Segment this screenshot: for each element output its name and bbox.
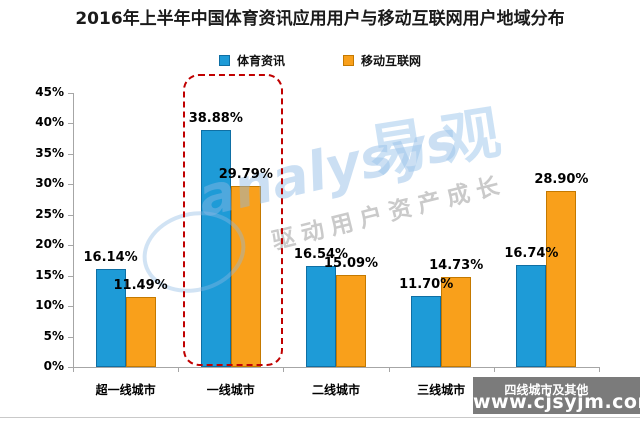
bar-series1-group3 bbox=[441, 277, 472, 367]
x-axis-tick bbox=[493, 367, 495, 372]
bar-series0-group0 bbox=[95, 268, 126, 367]
site-watermark-box bbox=[473, 377, 640, 414]
bar-value-label-series0-group1: 38.88% bbox=[188, 111, 243, 127]
x-axis-line bbox=[73, 367, 599, 368]
x-axis-category-label: 二线城市 bbox=[311, 383, 360, 397]
x-axis-tick bbox=[178, 367, 180, 372]
bar-series0-group2 bbox=[306, 266, 336, 367]
y-axis-line bbox=[73, 93, 74, 367]
y-axis-tick-label: 45% bbox=[35, 85, 64, 99]
site-watermark-url: www.cjsyjm.com bbox=[473, 391, 640, 413]
legend-item-sports-news: 体育资讯 bbox=[218, 52, 285, 69]
bar-series0-group4 bbox=[516, 265, 547, 367]
bar-value-label-series0-group2: 16.54% bbox=[293, 247, 349, 263]
bar-series1-group1 bbox=[230, 185, 261, 367]
chart-title: 2016年上半年中国体育资讯应用用户与移动互联网用户地域分布 bbox=[75, 9, 565, 29]
y-axis-tick bbox=[68, 123, 73, 125]
chart-legend: 体育资讯 移动互联网 bbox=[0, 52, 640, 69]
y-axis-tick bbox=[68, 336, 73, 338]
x-axis-category-label: 超一线城市 bbox=[95, 383, 156, 397]
legend-label-mobile-internet: 移动互联网 bbox=[361, 54, 422, 68]
y-axis-tick bbox=[68, 153, 73, 155]
bar-value-label-series1-group2: 15.09% bbox=[323, 256, 379, 272]
bar-value-label-series0-group4: 16.74% bbox=[504, 246, 559, 262]
slogan-watermark: 驱动用户资产成长 bbox=[269, 171, 509, 256]
y-axis-tick bbox=[68, 245, 73, 247]
y-axis-tick-label: 15% bbox=[35, 267, 64, 282]
y-axis-tick-label: 5% bbox=[43, 328, 64, 343]
legend-label-sports-news: 体育资讯 bbox=[236, 54, 285, 68]
x-axis-tick bbox=[388, 367, 390, 372]
bar-value-label-series1-group0: 11.49% bbox=[113, 278, 168, 294]
legend-swatch-blue bbox=[218, 55, 230, 66]
bar-value-label-series0-group0: 16.14% bbox=[83, 249, 138, 265]
y-axis-tick-label: 35% bbox=[35, 145, 64, 160]
y-axis-tick-label: 10% bbox=[35, 298, 64, 313]
bar-series1-group4 bbox=[546, 191, 577, 367]
y-axis-tick bbox=[68, 214, 73, 216]
highlight-dashed-box bbox=[182, 74, 283, 366]
y-axis-tick-label: 0% bbox=[43, 359, 64, 373]
x-axis-category-label: 三线城市 bbox=[417, 383, 466, 397]
legend-swatch-orange bbox=[343, 55, 354, 66]
y-axis-tick bbox=[68, 184, 73, 186]
x-axis-tick bbox=[599, 367, 600, 372]
y-axis-tick-label: 30% bbox=[35, 176, 64, 191]
bottom-divider bbox=[0, 417, 640, 418]
x-axis-tick bbox=[73, 367, 74, 372]
y-axis-tick bbox=[68, 275, 73, 277]
x-axis-tick bbox=[283, 367, 285, 372]
y-axis-tick bbox=[68, 93, 73, 94]
bar-value-label-series1-group1: 29.79% bbox=[218, 166, 273, 182]
bar-series1-group2 bbox=[336, 275, 366, 367]
y-axis-tick bbox=[68, 306, 73, 308]
y-axis-tick bbox=[68, 367, 73, 368]
bar-series1-group0 bbox=[125, 297, 156, 367]
x-axis-category-label: 一线城市 bbox=[206, 383, 255, 397]
y-axis-tick-label: 40% bbox=[35, 115, 64, 130]
x-axis-category-label: 四线城市及其他 bbox=[504, 383, 589, 397]
legend-item-mobile-internet: 移动互联网 bbox=[343, 52, 421, 69]
yiguan-brand-watermark: 易观 bbox=[364, 95, 521, 187]
y-axis-tick-label: 25% bbox=[35, 206, 64, 221]
bar-value-label-series1-group3: 14.73% bbox=[429, 258, 484, 274]
bar-series0-group1 bbox=[200, 130, 231, 367]
y-axis-tick-label: 20% bbox=[35, 237, 64, 252]
bar-value-label-series0-group3: 11.70% bbox=[399, 276, 454, 292]
bar-series0-group3 bbox=[411, 295, 442, 367]
bar-value-label-series1-group4: 28.90% bbox=[534, 172, 589, 188]
